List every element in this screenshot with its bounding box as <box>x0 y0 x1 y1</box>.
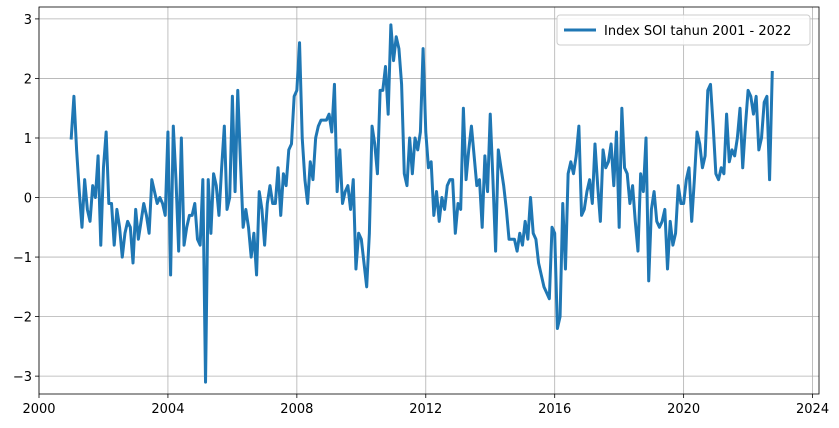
plot-frame <box>38 6 820 395</box>
series-line-soi <box>69 23 774 384</box>
y-tick-label: 3 <box>24 13 32 28</box>
y-tick-label: 1 <box>24 132 32 147</box>
y-axis: −3 −2 −1 0 1 2 3 <box>13 13 39 385</box>
x-tick-label: 2024 <box>796 402 829 417</box>
x-axis: 2000 2004 2008 2012 2016 2020 2024 <box>22 394 829 417</box>
x-tick-label: 2008 <box>280 402 313 417</box>
series-layer <box>69 23 774 384</box>
legend-label: Index SOI tahun 2001 - 2022 <box>604 24 791 39</box>
x-tick-label: 2000 <box>22 402 55 417</box>
legend: Index SOI tahun 2001 - 2022 <box>556 14 811 46</box>
y-tick-label: −2 <box>13 311 32 326</box>
x-tick-label: 2004 <box>151 402 184 417</box>
x-tick-label: 2016 <box>538 402 571 417</box>
y-tick-label: −1 <box>13 251 32 266</box>
legend-box <box>556 14 811 46</box>
x-tick-label: 2020 <box>667 402 700 417</box>
y-tick-label: −3 <box>13 370 32 385</box>
y-tick-label: 0 <box>24 192 32 207</box>
x-tick-label: 2012 <box>409 402 442 417</box>
y-tick-label: 2 <box>24 72 32 87</box>
